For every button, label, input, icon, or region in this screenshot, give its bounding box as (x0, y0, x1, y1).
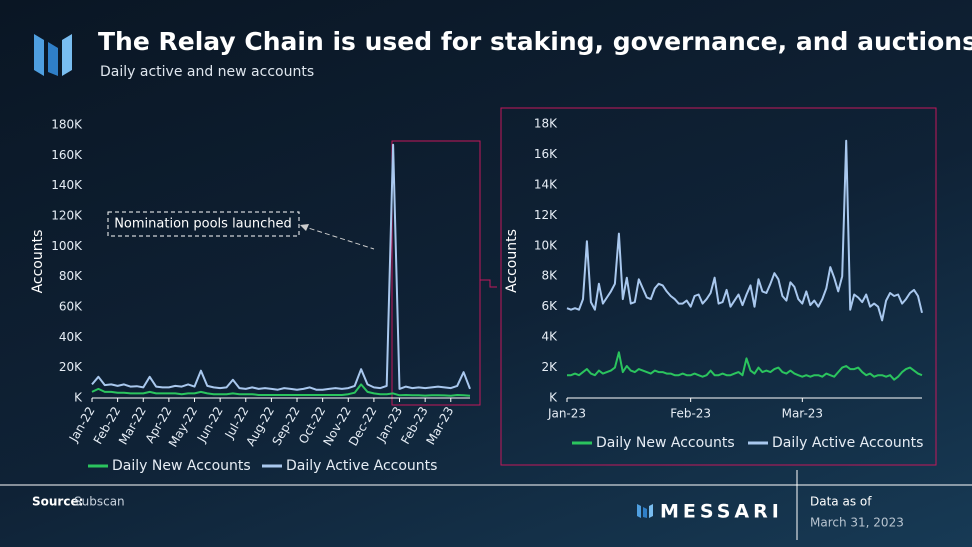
y-axis-label: Accounts (30, 230, 46, 294)
y-tick-label: 10K (534, 238, 558, 252)
y-tick-label: 160K (51, 148, 83, 162)
x-tick-label: Mar-23 (782, 407, 823, 421)
y-tick-label: 12K (534, 208, 558, 222)
y-tick-label: K (549, 391, 558, 405)
brand-logo (637, 504, 653, 518)
source: Subscan (74, 495, 125, 509)
x-tick-label: Jun-22 (194, 404, 226, 445)
annotation-arrowhead (300, 224, 309, 231)
date: March 31, 2023 (810, 516, 904, 530)
annotation-box (107, 211, 300, 237)
x-tick-label: Jan-23 (547, 407, 586, 421)
brand: MESSARI (660, 501, 783, 523)
legend-label: Daily New Accounts (112, 458, 251, 474)
y-tick-label: 20K (59, 360, 83, 374)
subtitle: Daily active and new accounts (100, 64, 314, 80)
annotation: Nomination pools launched (114, 217, 292, 232)
source-label: Source: (32, 495, 83, 509)
y-tick-label: 60K (59, 300, 83, 314)
y-tick-label: 16K (534, 147, 558, 161)
series-line (91, 143, 471, 391)
y-tick-label: 140K (51, 178, 83, 192)
zoom-frame (500, 107, 937, 466)
y-tick-label: 40K (59, 330, 83, 344)
zoom-connector (480, 279, 497, 288)
legend-label: Daily Active Accounts (772, 435, 923, 451)
y-tick-label: 2K (541, 360, 558, 374)
y-tick-label: 8K (541, 269, 558, 283)
series-line (91, 383, 471, 397)
title: The Relay Chain is used for staking, gov… (98, 27, 972, 56)
logo (34, 34, 72, 76)
legend-label: Daily New Accounts (596, 435, 735, 451)
legend-label: Daily Active Accounts (286, 458, 437, 474)
date-label: Data as of (810, 495, 872, 509)
y-tick-label: 6K (541, 299, 558, 313)
zoom-highlight (391, 140, 481, 406)
y-tick-label: 80K (59, 269, 83, 283)
y-tick-label: 100K (51, 239, 83, 253)
series-line (567, 351, 923, 381)
y-tick-label: 18K (534, 117, 558, 131)
y-tick-label: K (74, 391, 83, 405)
x-tick-label: Feb-23 (670, 407, 711, 421)
y-tick-label: 4K (541, 330, 558, 344)
series-line (566, 139, 923, 322)
y-tick-label: 120K (51, 209, 83, 223)
y-tick-label: 14K (534, 177, 558, 191)
y-axis-label: Accounts (504, 229, 520, 293)
annotation-arrow (301, 225, 375, 250)
y-tick-label: 180K (51, 118, 83, 132)
